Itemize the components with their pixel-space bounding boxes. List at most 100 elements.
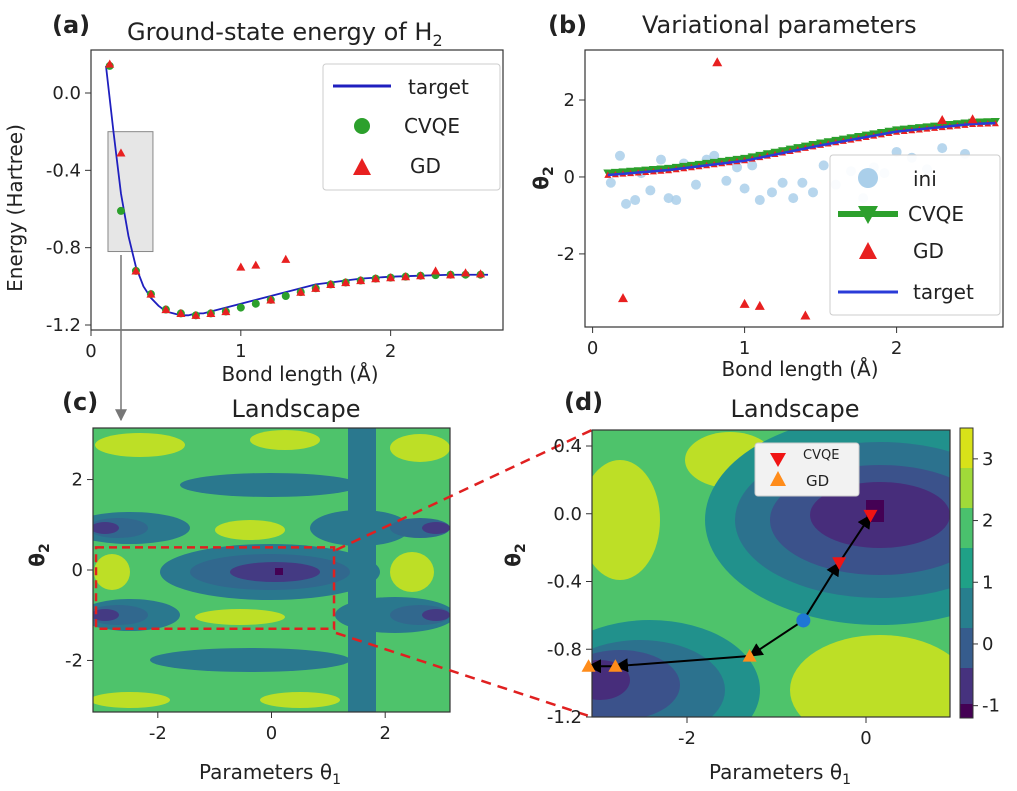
gd-point xyxy=(116,148,126,157)
gd-point xyxy=(236,262,246,271)
panel-a-x-tick-label: 0 xyxy=(85,341,96,362)
gd-path-arrow xyxy=(748,619,804,657)
panel-b-y-tick-label: -2 xyxy=(557,244,575,265)
panel-d-y-tick-label: -0.4 xyxy=(547,572,582,593)
colorbar-tick-label: 0 xyxy=(982,634,993,655)
gd-point xyxy=(176,308,186,317)
ini-point xyxy=(739,183,750,194)
ini-point xyxy=(621,198,632,209)
ini-point xyxy=(777,177,788,188)
panel-c: (c) Landscape xyxy=(25,388,451,788)
panel-c-x-ticks: -2 0 2 xyxy=(149,712,391,744)
panel-d-marks xyxy=(581,509,878,674)
panel-b-legend-box xyxy=(829,154,1001,316)
target-curve-b xyxy=(607,121,996,177)
gd-step-marker xyxy=(742,649,757,662)
panel-b-y-tick-label: 0 xyxy=(564,167,575,188)
legend-d-gd-icon xyxy=(770,471,786,486)
gd-point xyxy=(461,268,471,277)
colorbar-ticks: 3 2 1 0 -1 xyxy=(973,449,1000,717)
panel-b-label: (b) xyxy=(548,11,587,39)
zoom-connector-top xyxy=(335,428,593,552)
panel-a-x-tick-label: 2 xyxy=(385,341,396,362)
panel-d-colorbar: 3 2 1 0 -1 xyxy=(959,427,1000,719)
panel-d-legend: CVQE GD xyxy=(754,442,860,497)
panel-a-legend-box xyxy=(322,63,501,191)
legend-cvqe-label-b: CVQE xyxy=(908,202,964,226)
cvqe-point xyxy=(236,303,245,312)
gd-outlier-point xyxy=(967,114,978,124)
panel-d-y-tick-label: 0.0 xyxy=(553,504,582,525)
ini-point xyxy=(721,175,732,186)
gd-point xyxy=(105,59,115,68)
ini-point xyxy=(797,177,808,188)
panel-d-title: Landscape xyxy=(731,395,860,423)
gd-outlier-point xyxy=(800,310,811,320)
legend-d-cvqe-icon xyxy=(770,453,786,467)
panel-a-legend: target CVQE GD xyxy=(322,63,501,191)
ini-point xyxy=(808,187,818,198)
colorbar-tick-label: -1 xyxy=(982,696,1000,717)
panel-d-y-tick-label: -0.8 xyxy=(547,639,582,660)
panel-c-x-tick-label: 0 xyxy=(266,723,277,744)
ini-point xyxy=(709,150,720,161)
gd-point xyxy=(401,272,411,281)
gd-point xyxy=(341,277,351,287)
legend-target-label-b: target xyxy=(913,280,974,304)
gd-outlier-point xyxy=(754,300,765,310)
zoom-connector-bottom xyxy=(335,631,593,719)
ini-point xyxy=(937,143,948,154)
cvqe-path-arrow xyxy=(802,561,840,621)
ini-point xyxy=(690,179,701,190)
legend-gd-triangle-icon-b xyxy=(859,242,877,259)
panel-c-zoom-box xyxy=(94,546,336,631)
panel-a-x-tick-label: 1 xyxy=(235,341,246,362)
gd-point xyxy=(161,305,171,314)
gd-point xyxy=(191,310,201,319)
ini-point xyxy=(645,185,656,196)
legend-cvqe-triangle-icon xyxy=(858,206,878,224)
gd-point xyxy=(221,306,231,316)
panel-a-y-tick-label: -1.2 xyxy=(46,315,81,336)
gd-point xyxy=(371,274,381,283)
panel-b-legend: ini CVQE GD target xyxy=(829,154,1001,316)
ini-point xyxy=(754,195,765,206)
panel-d-y-tick-label: -1.2 xyxy=(547,707,582,728)
gd-outlier-point xyxy=(712,57,723,67)
panel-a-y-ticks: 0.0 -0.4 -0.8 -1.2 xyxy=(46,83,91,336)
legend-d-cvqe-label: CVQE xyxy=(803,448,839,463)
gd-point xyxy=(266,295,276,304)
panel-a-x-label: Bond length (Å) xyxy=(221,362,378,386)
gd-point xyxy=(416,271,426,280)
gd-point xyxy=(296,287,306,296)
panel-b-x-tick-label: 2 xyxy=(891,338,902,359)
gd-point xyxy=(356,276,366,285)
panel-a-label: (a) xyxy=(52,11,90,39)
panel-a-y-tick-label: -0.8 xyxy=(46,238,81,259)
legend-target-label: target xyxy=(408,75,469,99)
gd-step-marker xyxy=(581,659,596,672)
panel-d-y-label: θ2 xyxy=(501,543,529,567)
cvqe-step-marker xyxy=(863,509,878,523)
gd-point xyxy=(281,254,291,263)
gd-point xyxy=(446,270,456,279)
gd-outlier-point xyxy=(937,115,948,125)
panel-d-x-tick-label: -2 xyxy=(678,728,696,749)
ini-point xyxy=(891,146,902,157)
panel-c-x-tick-label: 2 xyxy=(379,723,390,744)
panel-c-y-label: θ2 xyxy=(25,543,53,567)
panel-b-x-label: Bond length (Å) xyxy=(721,357,878,381)
panel-b-x-ticks: 0 1 2 xyxy=(587,327,902,359)
gd-point xyxy=(131,266,141,275)
panel-a: (a) Ground-state energy of H2 0 1 2 0.0 -0.… xyxy=(3,11,504,386)
panel-c-x-tick-label: -2 xyxy=(149,723,167,744)
gd-point xyxy=(146,289,156,298)
gd-outlier-point xyxy=(618,293,628,303)
legend-ini-label: ini xyxy=(913,167,937,191)
gd-step-marker xyxy=(608,659,623,672)
gd-path-arrow xyxy=(614,655,750,673)
panel-b-frame xyxy=(584,49,1004,328)
panel-a-marks xyxy=(105,59,489,320)
gd-point xyxy=(386,273,396,282)
